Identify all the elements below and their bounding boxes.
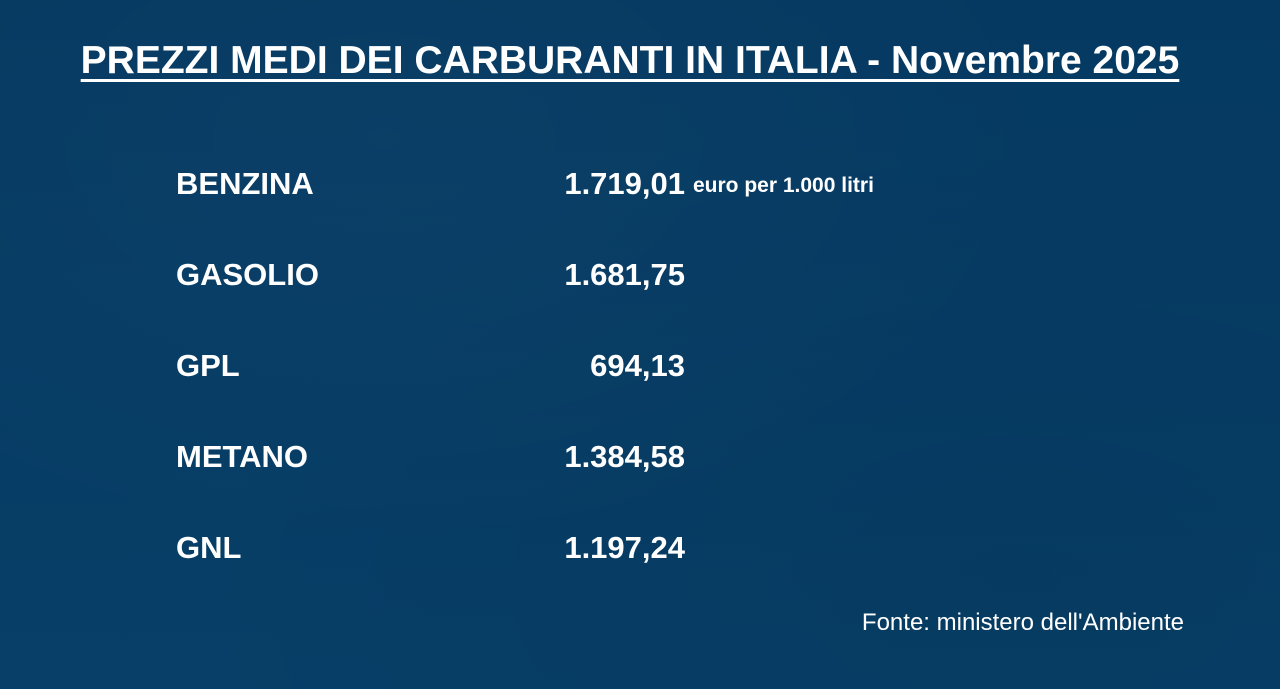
source-note: Fonte: ministero dell'Ambiente xyxy=(861,609,1184,636)
price-row-gnl: GNL 1.197,24 xyxy=(0,526,1280,570)
fuel-price: 694,13 xyxy=(590,348,685,383)
price-row-benzina: BENZINA 1.719,01 euro per 1.000 litri xyxy=(0,162,1280,206)
fuel-label: METANO xyxy=(176,439,309,474)
page-title-text: PREZZI MEDI DEI CARBURANTI IN ITALIA - N… xyxy=(80,39,1180,82)
fuel-price: 1.384,58 xyxy=(564,439,685,474)
fuel-label: BENZINA xyxy=(176,166,314,201)
fuel-price: 1.719,01 xyxy=(564,166,685,201)
price-unit: euro per 1.000 litri xyxy=(693,174,874,197)
price-row-gasolio: GASOLIO 1.681,75 xyxy=(0,253,1280,297)
fuel-price: 1.197,24 xyxy=(564,530,685,565)
fuel-price: 1.681,75 xyxy=(564,257,685,292)
price-row-gpl: GPL 694,13 xyxy=(0,344,1280,388)
fuel-label: GPL xyxy=(176,348,240,383)
fuel-label: GNL xyxy=(176,530,242,565)
page-title: PREZZI MEDI DEI CARBURANTI IN ITALIA - N… xyxy=(0,38,1260,84)
price-row-metano: METANO 1.384,58 xyxy=(0,435,1280,479)
fuel-label: GASOLIO xyxy=(176,257,319,292)
